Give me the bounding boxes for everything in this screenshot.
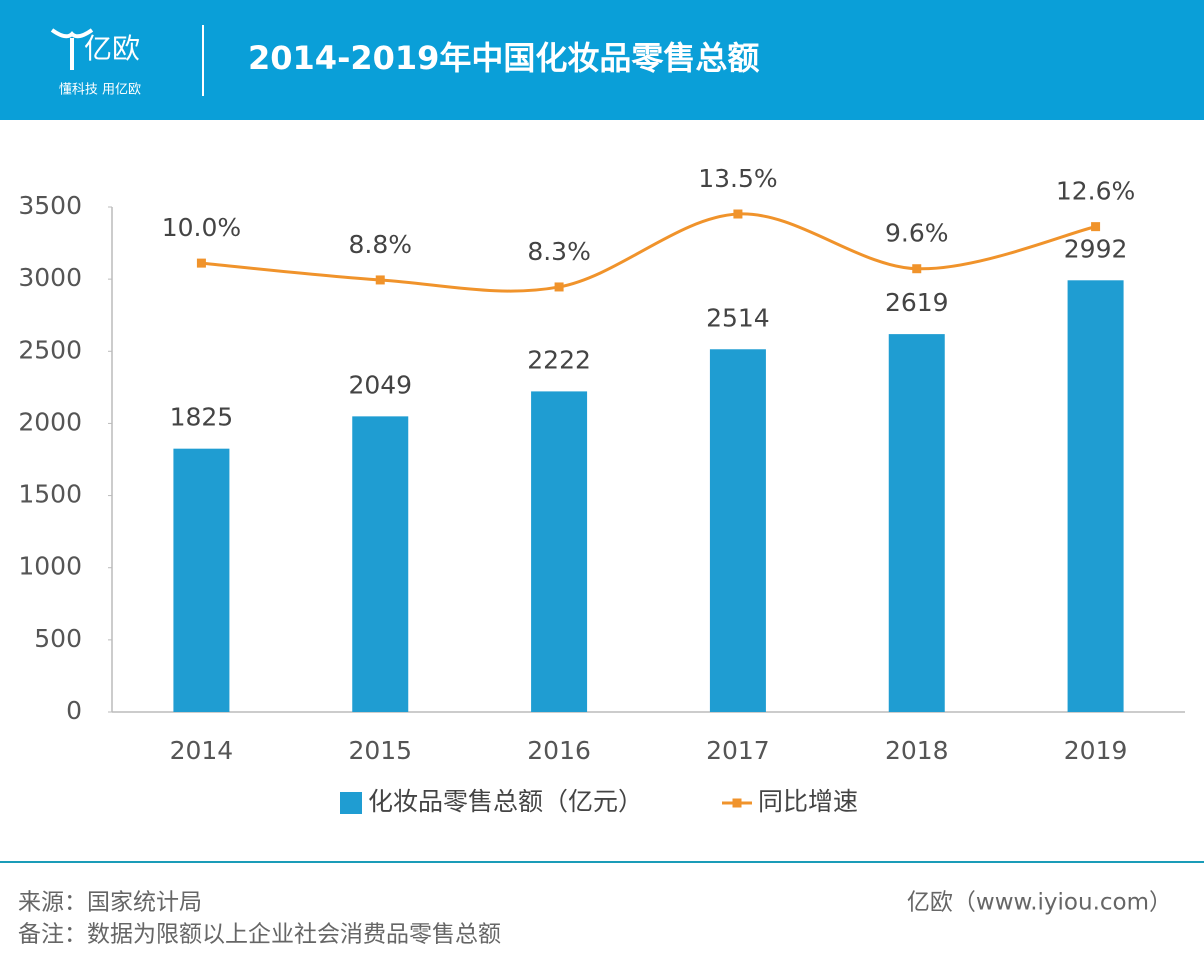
- header-band: [0, 0, 1204, 120]
- bar: [709, 349, 766, 712]
- y-tick-label: 3500: [18, 191, 82, 220]
- legend-swatch: [340, 792, 362, 814]
- line-value-label: 12.6%: [1056, 177, 1135, 206]
- chart-title: 2014-2019年中国化妆品零售总额: [248, 39, 759, 77]
- line-value-label: 8.8%: [348, 230, 412, 259]
- bar: [352, 416, 409, 712]
- footer-credit: 亿欧（www.iyiou.com）: [907, 890, 1172, 916]
- y-tick-label: 2500: [18, 335, 82, 364]
- line-marker: [375, 275, 385, 285]
- line-value-label: 9.6%: [885, 219, 949, 248]
- logo-text: 亿欧: [84, 32, 140, 65]
- bar-value-label: 2514: [706, 303, 770, 332]
- line-marker: [733, 209, 743, 219]
- footer-source: 来源：国家统计局: [18, 890, 202, 916]
- logo-slogan: 懂科技 用亿欧: [59, 83, 141, 98]
- line-marker: [1091, 222, 1101, 232]
- y-tick-label: 500: [34, 624, 82, 653]
- y-tick-label: 0: [66, 696, 82, 725]
- y-tick-label: 1500: [18, 480, 82, 509]
- bar-value-label: 2619: [885, 288, 949, 317]
- x-tick-label: 2017: [706, 736, 770, 765]
- y-tick-label: 3000: [18, 263, 82, 292]
- x-tick-label: 2014: [170, 736, 234, 765]
- y-tick-label: 1000: [18, 552, 82, 581]
- bar: [531, 391, 588, 712]
- line-value-label: 10.0%: [162, 213, 241, 242]
- x-tick-label: 2019: [1064, 736, 1128, 765]
- line-marker: [912, 264, 922, 274]
- legend-marker: [732, 798, 742, 808]
- bar-value-label: 2222: [527, 345, 591, 374]
- legend-label: 化妆品零售总额（亿元）: [368, 787, 643, 816]
- bar: [888, 334, 945, 712]
- bar: [1067, 280, 1124, 712]
- bar-value-label: 1825: [170, 403, 234, 432]
- logo-icon: [50, 28, 94, 70]
- line-value-label: 13.5%: [698, 164, 777, 193]
- line: [201, 212, 1096, 293]
- legend-label: 同比增速: [758, 787, 858, 816]
- x-tick-label: 2018: [885, 736, 949, 765]
- line-marker: [554, 282, 564, 292]
- line-value-label: 8.3%: [527, 237, 591, 266]
- x-tick-label: 2016: [527, 736, 591, 765]
- bar: [173, 448, 230, 712]
- footer-note: 备注：数据为限额以上企业社会消费品零售总额: [18, 922, 501, 948]
- line-marker: [196, 258, 206, 268]
- x-tick-label: 2015: [348, 736, 412, 765]
- bar-value-label: 2992: [1064, 234, 1128, 263]
- bar-value-label: 2049: [348, 370, 412, 399]
- y-tick-label: 2000: [18, 407, 82, 436]
